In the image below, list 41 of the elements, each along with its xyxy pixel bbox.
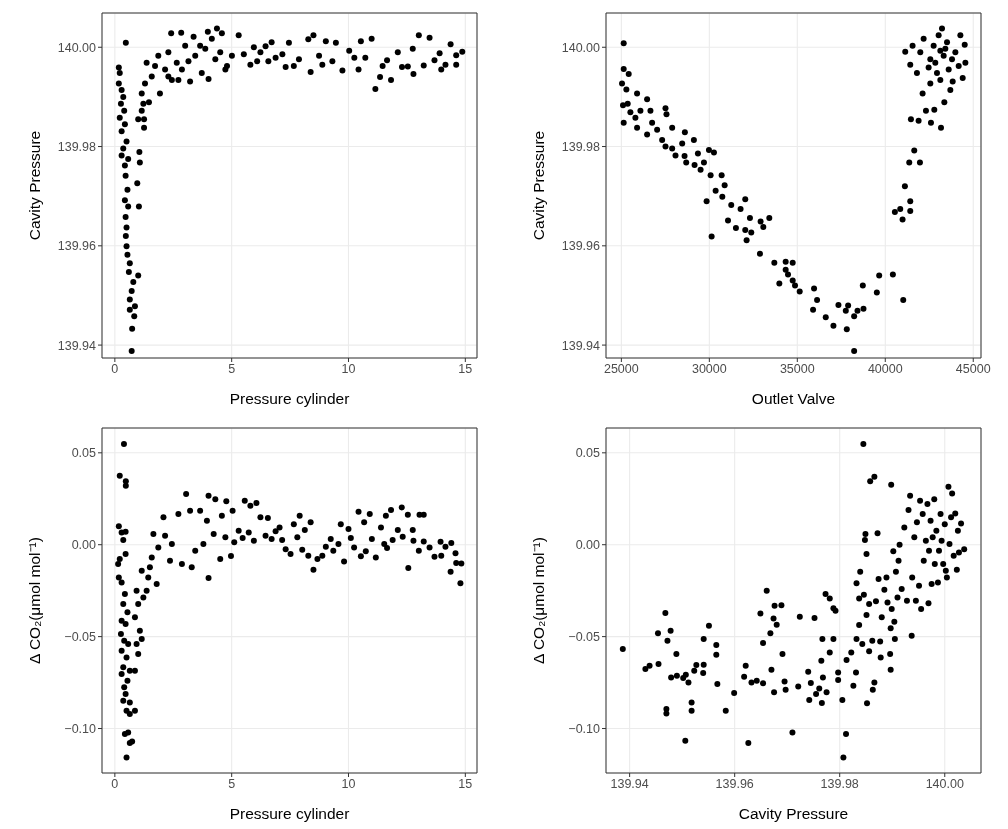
x-tick-label: 0 [111,361,119,376]
x-tick-label: 140.00 [925,776,964,791]
y-tick-label: 139.98 [561,139,601,154]
x-tick-label: 35000 [779,361,815,376]
y-tick-label: −0.05 [568,629,601,644]
y-tick-label: 140.00 [57,40,97,55]
y-tick-label: 0.00 [71,537,97,552]
x-tick-label: 15 [458,361,473,376]
y-tick-label: −0.10 [568,721,601,736]
y-axis-title: Δ CO₂(μmol mol⁻¹) [529,536,547,664]
y-tick-label: 139.96 [57,239,97,254]
y-tick-label: 0.00 [575,537,601,552]
y-axis-title: Cavity Pressure [25,130,43,241]
y-tick-label: 140.00 [561,40,601,55]
x-tick-label: 25000 [603,361,639,376]
y-axis-title: Δ CO₂(μmol mol⁻¹) [25,536,43,664]
x-tick-label: 30000 [691,361,727,376]
x-tick-label: 10 [341,361,356,376]
x-tick-label: 139.98 [820,776,859,791]
y-tick-label: −0.05 [64,629,97,644]
x-tick-label: 40000 [867,361,903,376]
y-tick-label: −0.10 [64,721,97,736]
x-tick-label: 0 [111,776,119,791]
x-tick-label: 139.96 [715,776,754,791]
y-tick-label: 139.98 [57,139,97,154]
x-tick-label: 5 [228,361,236,376]
x-tick-label: 5 [228,776,236,791]
x-axis-title: Pressure cylinder [229,804,350,822]
y-tick-label: 139.96 [561,239,601,254]
x-axis-title: Pressure cylinder [229,390,350,407]
y-tick-label: 0.05 [575,445,601,460]
y-axis-title: Cavity Pressure [529,130,547,241]
x-tick-label: 139.94 [610,776,649,791]
x-tick-label: 10 [341,776,356,791]
y-tick-label: 139.94 [57,338,97,353]
x-tick-label: 45000 [955,361,991,376]
x-tick-label: 15 [458,776,473,791]
y-tick-label: 0.05 [71,445,97,460]
x-axis-title: Cavity Pressure [738,804,849,822]
x-axis-title: Outlet Valve [751,390,836,407]
y-tick-label: 139.94 [561,338,601,353]
